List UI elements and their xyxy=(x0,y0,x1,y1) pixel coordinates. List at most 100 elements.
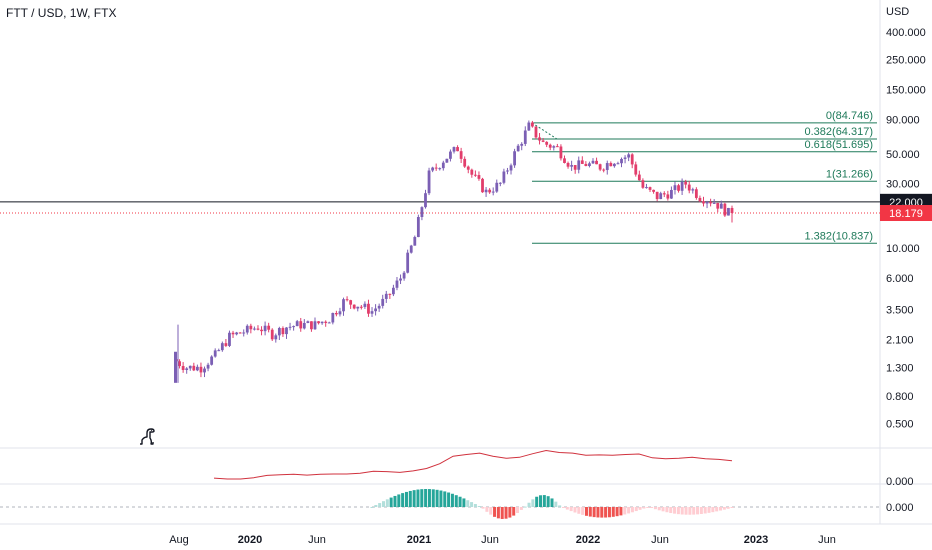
candle-body xyxy=(356,306,360,309)
candle-body xyxy=(509,165,513,171)
candle-body xyxy=(195,366,199,371)
price-axis-tick: 90.000 xyxy=(886,114,920,126)
candle-body xyxy=(359,306,363,308)
histogram-bar xyxy=(569,507,573,512)
candle-body xyxy=(588,163,591,167)
histogram-bar xyxy=(378,503,382,507)
candle-body xyxy=(716,202,720,209)
price-axis-tick: 2.100 xyxy=(886,334,914,346)
candle-body xyxy=(641,180,645,188)
candle-body xyxy=(712,202,716,204)
candle-body xyxy=(228,332,231,346)
candle-body xyxy=(538,137,541,141)
histogram-bar xyxy=(424,489,428,507)
candle-body xyxy=(470,169,474,175)
candle-body xyxy=(363,303,367,307)
candle-body xyxy=(306,321,310,324)
candle-body xyxy=(427,170,431,194)
histogram-bar xyxy=(397,494,401,507)
candle-body xyxy=(416,217,420,238)
candle-body xyxy=(324,321,328,323)
candle-body xyxy=(580,160,584,164)
histogram-bar xyxy=(611,507,615,517)
price-axis-unit: USD xyxy=(886,6,909,18)
candle-body xyxy=(648,187,652,190)
time-axis-tick: 2020 xyxy=(238,534,262,546)
candle-body xyxy=(531,122,534,127)
histogram-bar xyxy=(650,507,654,508)
candle-body xyxy=(424,193,427,208)
candle-body xyxy=(687,184,691,191)
histogram-bar xyxy=(711,507,715,513)
histogram-bar xyxy=(412,490,416,507)
candle-body xyxy=(242,332,246,334)
candle-body xyxy=(313,321,317,330)
time-axis-tick: Jun xyxy=(651,534,669,546)
histogram-bar xyxy=(420,489,424,507)
histogram-bar xyxy=(408,490,412,507)
histogram-bar xyxy=(443,491,447,507)
candle-body xyxy=(260,329,263,332)
histogram-bar xyxy=(684,507,688,515)
histogram-bar xyxy=(523,506,527,508)
candle-body xyxy=(459,151,463,159)
histogram-bar xyxy=(431,489,435,507)
candle-body xyxy=(666,194,670,199)
candle-body xyxy=(555,146,559,148)
candle-body xyxy=(466,166,470,170)
candle-body xyxy=(192,365,196,371)
candle-body xyxy=(295,321,299,327)
candle-body xyxy=(495,182,499,192)
histogram-bar xyxy=(726,507,730,509)
histogram-bar xyxy=(481,507,485,509)
candle-body xyxy=(249,325,253,330)
candle-body xyxy=(577,160,581,170)
histogram-bar xyxy=(458,496,462,507)
histogram-bar xyxy=(577,507,581,514)
candle-body xyxy=(352,304,356,309)
histogram-bar xyxy=(542,495,546,507)
candle-body xyxy=(498,182,502,184)
fib-level-label: 0(84.746) xyxy=(826,110,873,122)
histogram-bar xyxy=(500,507,504,519)
histogram-bar xyxy=(696,507,700,515)
candle-body xyxy=(413,237,417,246)
candle-body xyxy=(392,287,395,295)
histogram-bar xyxy=(558,505,562,507)
candle-body xyxy=(395,280,399,288)
candle-body xyxy=(662,193,666,195)
histogram-bar xyxy=(550,498,554,507)
histogram-bar xyxy=(466,500,470,507)
indicator2-axis-tick: 0.000 xyxy=(886,502,914,514)
histogram-bar xyxy=(489,507,493,515)
fib-level-label: 0.618(51.695) xyxy=(805,139,874,151)
candle-body xyxy=(702,201,705,204)
histogram-bar xyxy=(539,495,543,507)
candle-body xyxy=(534,126,538,138)
candle-body xyxy=(320,321,324,324)
candle-body xyxy=(616,163,620,165)
candle-body xyxy=(484,189,488,193)
candle-body xyxy=(694,189,698,198)
candle-body xyxy=(630,154,634,165)
histogram-bar xyxy=(722,507,726,510)
candle-body xyxy=(709,202,713,204)
candle-body xyxy=(637,174,641,181)
histogram-bar xyxy=(638,507,642,510)
histogram-bar xyxy=(493,507,497,517)
histogram-bar xyxy=(401,493,405,507)
histogram-bar xyxy=(657,507,661,511)
candle-body xyxy=(502,171,506,183)
time-axis-tick: Jun xyxy=(818,534,836,546)
candle-body xyxy=(559,146,563,159)
candle-body xyxy=(595,160,598,165)
candle-body xyxy=(235,332,238,335)
indicator-line xyxy=(213,449,733,480)
time-axis-tick: Jun xyxy=(481,534,499,546)
candle-body xyxy=(374,308,377,312)
histogram-bar xyxy=(370,507,374,508)
candle-body xyxy=(406,252,410,273)
histogram-bar xyxy=(600,507,604,518)
candle-body xyxy=(463,158,467,167)
histogram-bar xyxy=(699,507,703,514)
